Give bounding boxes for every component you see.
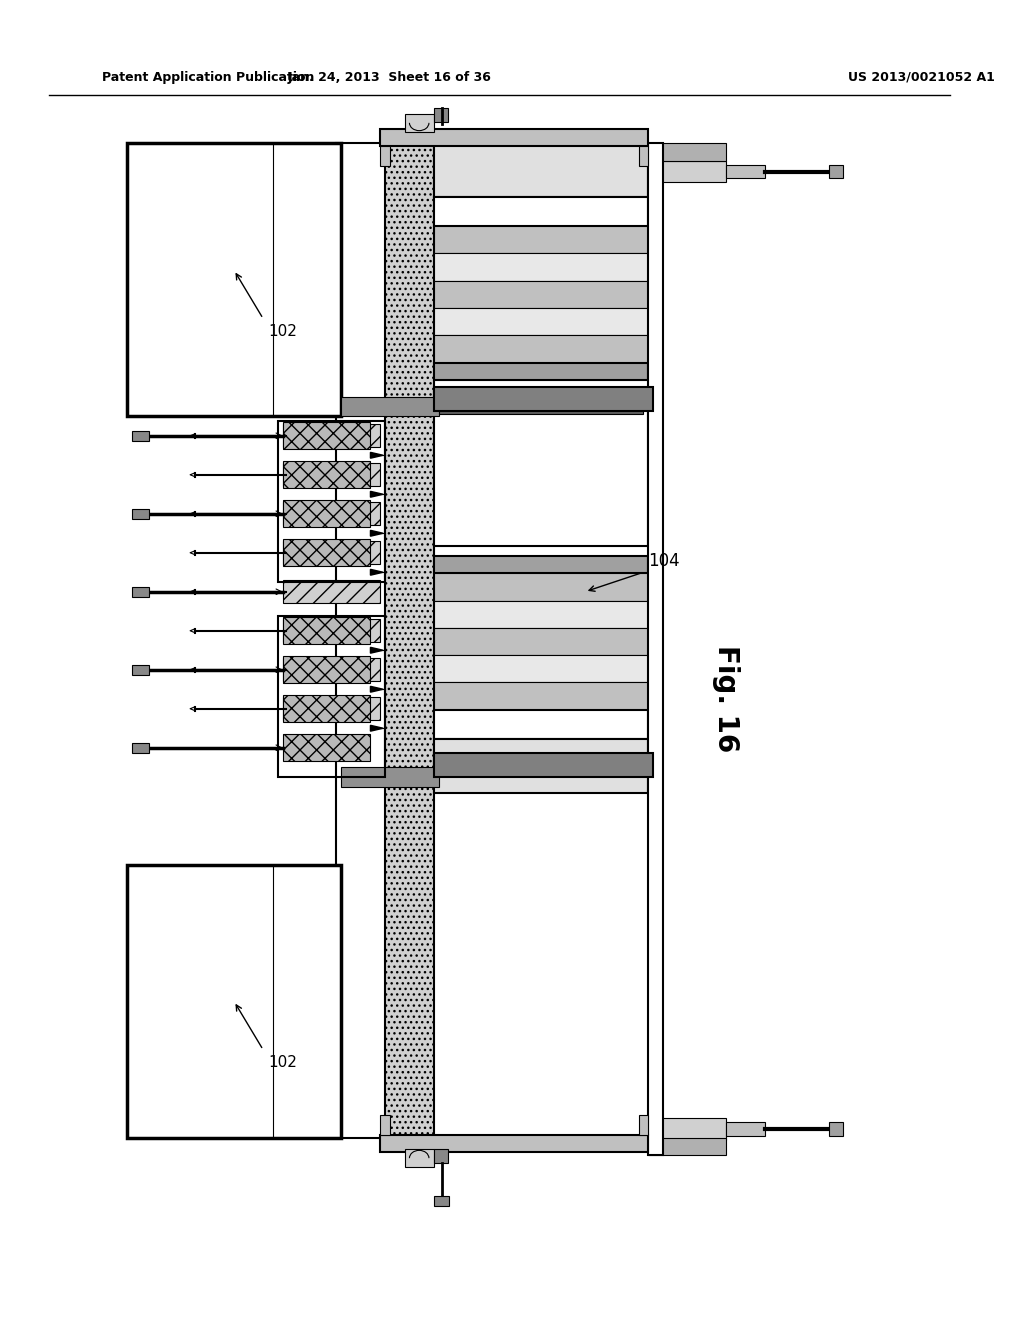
- Polygon shape: [371, 453, 383, 458]
- Bar: [380, 1135, 648, 1152]
- Bar: [639, 147, 648, 166]
- Bar: [283, 463, 380, 487]
- Bar: [438, 758, 643, 766]
- Bar: [828, 165, 843, 178]
- Bar: [341, 767, 438, 787]
- Bar: [283, 422, 371, 449]
- Bar: [648, 144, 663, 1155]
- Bar: [648, 1118, 726, 1139]
- Bar: [434, 363, 648, 380]
- Text: Patent Application Publication: Patent Application Publication: [102, 70, 314, 83]
- Bar: [283, 502, 380, 525]
- Bar: [132, 743, 150, 752]
- Bar: [434, 1150, 449, 1163]
- Bar: [283, 619, 380, 643]
- Text: US 2013/0021052 A1: US 2013/0021052 A1: [848, 70, 995, 83]
- Polygon shape: [371, 569, 383, 576]
- Bar: [132, 510, 150, 519]
- Polygon shape: [371, 647, 383, 653]
- Bar: [434, 281, 648, 308]
- Bar: [434, 556, 648, 573]
- Polygon shape: [371, 491, 383, 498]
- Bar: [132, 665, 150, 675]
- Bar: [283, 659, 380, 681]
- Polygon shape: [371, 725, 383, 731]
- Bar: [639, 1115, 648, 1135]
- Bar: [341, 397, 438, 416]
- Bar: [648, 161, 726, 182]
- Bar: [434, 682, 648, 710]
- Bar: [438, 767, 643, 775]
- Bar: [726, 1122, 765, 1135]
- Bar: [283, 500, 371, 528]
- Bar: [380, 147, 390, 166]
- Bar: [438, 397, 643, 405]
- Bar: [434, 601, 648, 628]
- Text: 102: 102: [268, 323, 297, 339]
- Bar: [828, 1122, 843, 1135]
- Bar: [404, 1150, 434, 1167]
- Bar: [438, 407, 643, 414]
- Bar: [283, 539, 371, 566]
- Bar: [434, 380, 648, 389]
- Bar: [434, 197, 648, 226]
- Bar: [434, 573, 648, 601]
- Bar: [434, 1196, 450, 1206]
- Bar: [283, 697, 380, 721]
- Bar: [434, 710, 648, 739]
- Text: Fig. 16: Fig. 16: [712, 645, 739, 752]
- Bar: [283, 461, 371, 488]
- Bar: [380, 1115, 390, 1135]
- Bar: [283, 424, 380, 447]
- Polygon shape: [371, 531, 383, 536]
- Bar: [648, 1138, 726, 1155]
- Bar: [127, 144, 341, 416]
- Text: 104: 104: [648, 552, 680, 570]
- Bar: [283, 579, 380, 603]
- Bar: [283, 734, 371, 762]
- Bar: [434, 739, 648, 792]
- Bar: [283, 541, 380, 565]
- Bar: [283, 696, 371, 722]
- Bar: [283, 656, 371, 684]
- Bar: [434, 226, 648, 253]
- Text: 102: 102: [268, 1055, 297, 1069]
- Bar: [434, 752, 653, 777]
- Bar: [336, 144, 385, 1138]
- Bar: [434, 628, 648, 655]
- Bar: [434, 655, 648, 682]
- Bar: [434, 308, 648, 335]
- Bar: [127, 865, 341, 1138]
- Bar: [380, 128, 648, 147]
- Bar: [434, 108, 449, 121]
- Bar: [726, 165, 765, 178]
- Bar: [132, 587, 150, 597]
- Bar: [278, 421, 385, 582]
- Bar: [434, 546, 648, 556]
- Bar: [278, 616, 385, 777]
- Bar: [132, 430, 150, 441]
- Bar: [434, 253, 648, 281]
- Bar: [283, 618, 371, 644]
- Bar: [434, 389, 648, 546]
- Polygon shape: [371, 686, 383, 692]
- Bar: [648, 144, 726, 161]
- Text: Jan. 24, 2013  Sheet 16 of 36: Jan. 24, 2013 Sheet 16 of 36: [288, 70, 492, 83]
- Bar: [404, 114, 434, 132]
- Bar: [434, 387, 653, 412]
- Bar: [380, 144, 434, 1138]
- Bar: [434, 335, 648, 363]
- Bar: [434, 144, 648, 197]
